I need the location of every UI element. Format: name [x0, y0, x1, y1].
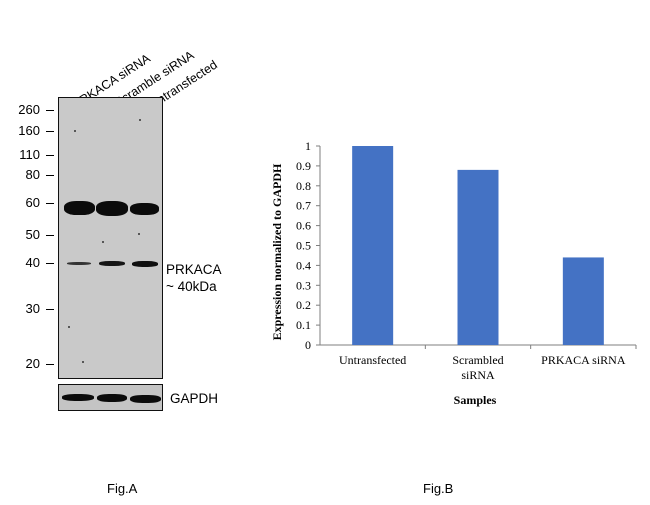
y-tick-label: 0.8	[296, 179, 311, 193]
band-prkaca-lane-2	[99, 261, 125, 266]
y-axis-title: Expression normalized to GAPDH	[270, 163, 284, 340]
bars	[352, 146, 604, 345]
mw-marker-20: 20	[25, 356, 40, 371]
y-tick-label: 0	[305, 338, 311, 352]
prkaca-size-label: ~ 40kDa	[166, 279, 217, 294]
mw-tick	[46, 155, 54, 156]
mw-marker-30: 30	[25, 301, 40, 316]
y-axis-ticks: 0 0.1 0.2 0.3 0.4 0.5 0.6 0.7 0.8 0.9 1	[296, 139, 320, 352]
band-60kda-lane-1	[64, 201, 95, 215]
mw-tick	[46, 203, 54, 204]
y-tick-label: 0.5	[296, 239, 311, 253]
blot-speck	[74, 130, 76, 132]
y-tick-label: 0.9	[296, 159, 311, 173]
x-tick-label: Scrambled siRNA	[452, 353, 503, 382]
blot-speck	[138, 233, 140, 235]
y-tick-label: 0.3	[296, 278, 311, 292]
band-gapdh-lane-3	[130, 395, 161, 403]
mw-marker-60: 60	[25, 195, 40, 210]
band-60kda-lane-3	[130, 203, 159, 215]
band-prkaca-lane-1	[67, 262, 91, 265]
blot-membrane	[58, 97, 163, 379]
fig-b-caption: Fig.B	[423, 481, 454, 496]
gapdh-label: GAPDH	[170, 391, 219, 406]
band-gapdh-lane-2	[97, 394, 127, 402]
y-tick-label: 0.7	[296, 199, 311, 213]
bar-untransfected	[352, 146, 394, 345]
band-gapdh-lane-1	[62, 394, 94, 401]
bar-prkaca-sirna	[562, 257, 604, 345]
mw-tick	[46, 364, 54, 365]
mw-tick	[46, 235, 54, 236]
y-tick-label: 0.4	[296, 258, 311, 272]
mw-marker-50: 50	[25, 227, 40, 242]
blot-speck	[68, 326, 70, 328]
mw-marker-110: 110	[19, 147, 40, 162]
x-axis-tick-labels: Untransfected Scrambled siRNA PRKACA siRNA	[339, 345, 637, 382]
bar-scrambled-sirna	[457, 169, 499, 345]
mw-tick	[46, 131, 54, 132]
y-tick-label: 0.2	[296, 298, 311, 312]
mw-marker-80: 80	[25, 167, 40, 182]
y-tick-label: 1	[305, 139, 311, 153]
mw-tick	[46, 175, 54, 176]
x-tick-label: Untransfected	[339, 353, 406, 367]
band-prkaca-lane-3	[132, 261, 158, 267]
x-axis-title: Samples	[454, 393, 497, 407]
mw-tick	[46, 309, 54, 310]
band-60kda-lane-2	[96, 201, 128, 216]
blot-speck	[139, 119, 141, 121]
prkaca-label: PRKACA	[166, 262, 222, 277]
gapdh-blot-strip	[58, 384, 163, 411]
mw-marker-160: 160	[18, 123, 40, 138]
blot-speck	[102, 241, 104, 243]
mw-tick	[46, 263, 54, 264]
y-tick-label: 0.6	[296, 219, 311, 233]
mw-marker-40: 40	[25, 255, 40, 270]
fig-a-caption: Fig.A	[107, 481, 138, 496]
x-tick-label: PRKACA siRNA	[541, 353, 626, 367]
y-tick-label: 0.1	[296, 318, 311, 332]
mw-marker-260: 260	[18, 102, 40, 117]
blot-speck	[82, 361, 84, 363]
mw-tick	[46, 110, 54, 111]
